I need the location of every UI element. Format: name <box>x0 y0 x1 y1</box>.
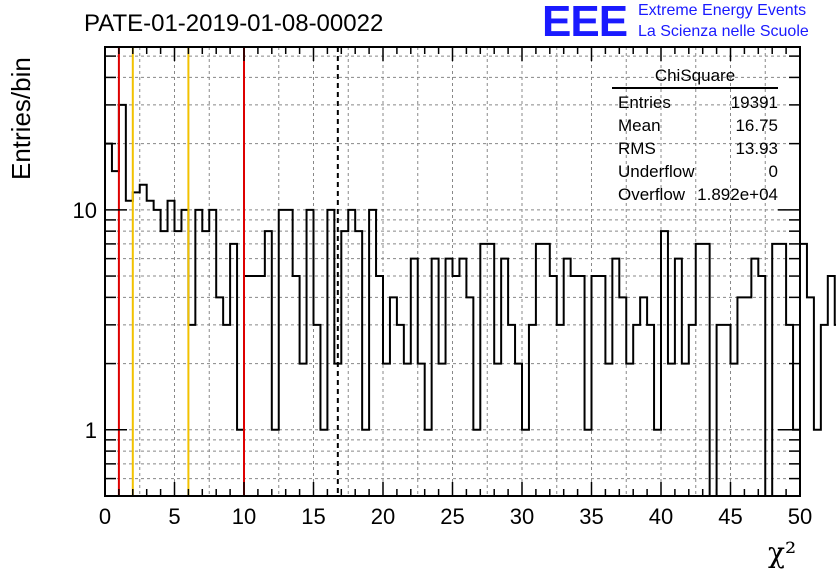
stats-value: 19391 <box>730 93 778 112</box>
chart-title: PATE-01-2019-01-08-00022 <box>84 10 384 37</box>
stats-value: 13.93 <box>735 139 778 158</box>
x-tick-label: 35 <box>579 504 603 529</box>
x-tick-label: 10 <box>232 504 256 529</box>
x-tick-label: 0 <box>99 504 111 529</box>
stats-row-entries: Entries 19391 <box>612 91 778 114</box>
stats-label: Entries <box>618 93 671 112</box>
y-tick-label: 1 <box>85 418 97 443</box>
stats-row-overflow: Overflow 1.892e+04 <box>612 183 778 206</box>
stats-box: ChiSquare Entries 19391 Mean 16.75 RMS 1… <box>612 66 778 206</box>
eee-logo: EEE <box>542 0 628 46</box>
x-tick-label: 20 <box>371 504 395 529</box>
stats-label: Overflow <box>618 185 686 204</box>
x-tick-label: 5 <box>168 504 180 529</box>
x-tick-label: 50 <box>788 504 812 529</box>
x-tick-label: 45 <box>718 504 742 529</box>
stats-row-mean: Mean 16.75 <box>612 114 778 137</box>
stats-value: 0 <box>768 162 778 181</box>
x-axis-label: χ² <box>768 536 797 569</box>
stats-row-underflow: Underflow 0 <box>612 160 778 183</box>
x-tick-label: 25 <box>440 504 464 529</box>
logo-caption-line2: La Scienza nelle Scuole <box>638 23 809 40</box>
stats-title: ChiSquare <box>612 66 778 89</box>
stats-value: 1.892e+04 <box>697 185 778 204</box>
x-tick-label: 40 <box>649 504 673 529</box>
x-tick-label: 15 <box>301 504 325 529</box>
logo-caption-line1: Extreme Energy Events <box>638 2 807 19</box>
stats-label: RMS <box>618 139 656 158</box>
stats-label: Underflow <box>618 162 695 181</box>
y-axis-label: Entries/bin <box>6 57 36 180</box>
y-tick-label: 10 <box>73 198 97 223</box>
stats-row-rms: RMS 13.93 <box>612 137 778 160</box>
stats-value: 16.75 <box>735 116 778 135</box>
histogram-line <box>105 103 836 497</box>
x-tick-label: 30 <box>510 504 534 529</box>
stats-label: Mean <box>618 116 661 135</box>
